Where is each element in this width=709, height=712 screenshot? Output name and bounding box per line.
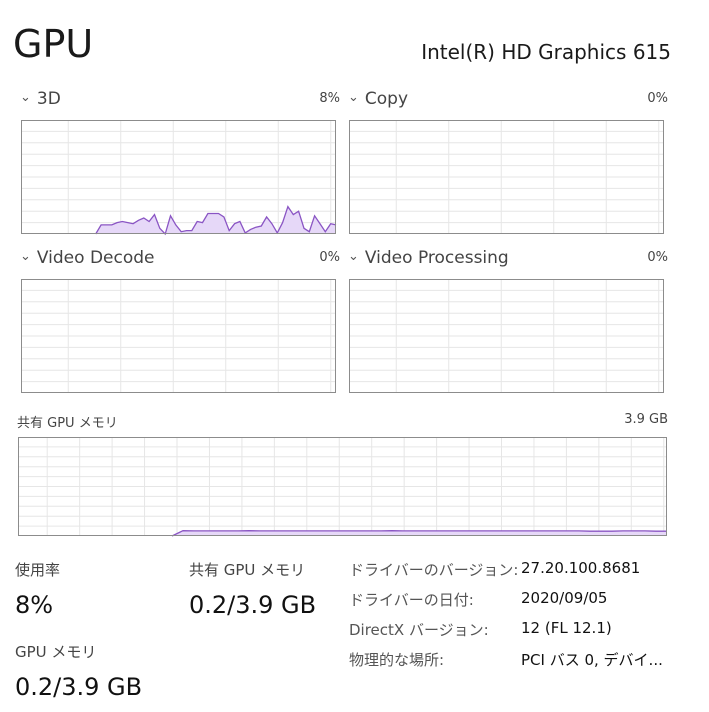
utilization-value: 8%: [15, 591, 54, 619]
driver-date-label: ドライバーの日付:: [349, 591, 474, 609]
graph-3d-selector[interactable]: ⌄ 3D: [20, 89, 61, 109]
gpu-memory-label: GPU メモリ: [15, 643, 97, 661]
adapter-name: Intel(R) HD Graphics 615: [421, 40, 671, 64]
graph-video-decode-selector[interactable]: ⌄ Video Decode: [20, 248, 155, 268]
directx-version-label: DirectX バージョン:: [349, 621, 489, 639]
usage-area: [95, 206, 336, 234]
chevron-down-icon: ⌄: [348, 249, 359, 264]
graph-border: [18, 437, 667, 536]
shared-memory-value: 0.2/3.9 GB: [189, 591, 317, 619]
physical-location-value: PCI バス 0, デバイ...: [521, 651, 663, 669]
usage-line: [171, 530, 667, 537]
chevron-down-icon: ⌄: [20, 249, 31, 264]
chevron-down-icon: ⌄: [348, 90, 359, 105]
graph-video-processing-value: 0%: [647, 250, 668, 265]
graph-video-decode-label: Video Decode: [36, 248, 155, 268]
shared-memory-graph-label: 共有 GPU メモリ: [17, 416, 118, 431]
graph-video-processing-selector[interactable]: ⌄ Video Processing: [348, 248, 509, 268]
driver-version-value: 27.20.100.8681: [521, 559, 641, 577]
shared-memory-label: 共有 GPU メモリ: [189, 561, 306, 579]
utilization-label: 使用率: [15, 561, 61, 579]
graph-video-decode-value: 0%: [319, 250, 340, 265]
graph-3d: [21, 120, 337, 236]
graph-copy-selector[interactable]: ⌄ Copy: [348, 89, 408, 109]
graph-3d-label: 3D: [36, 89, 61, 109]
graph-video-decode: [21, 279, 336, 393]
graph-copy-value: 0%: [647, 91, 668, 106]
gpu-memory-value: 0.2/3.9 GB: [15, 673, 143, 701]
graph-video-processing: [349, 279, 664, 393]
graph-copy: [349, 120, 664, 234]
usage-area: [172, 530, 667, 536]
graph-border: [349, 279, 664, 393]
physical-location-label: 物理的な場所:: [349, 651, 445, 669]
shared-memory-graph: [18, 437, 667, 537]
chevron-down-icon: ⌄: [20, 90, 31, 105]
graph-border: [21, 120, 336, 234]
graph-3d-value: 8%: [319, 91, 340, 106]
graph-copy-label: Copy: [364, 89, 409, 109]
usage-line: [95, 205, 337, 236]
directx-version-value: 12 (FL 12.1): [521, 619, 612, 637]
graph-video-processing-label: Video Processing: [364, 248, 509, 268]
driver-version-label: ドライバーのバージョン:: [349, 561, 519, 579]
page-title: GPU: [13, 22, 94, 66]
driver-date-value: 2020/09/05: [521, 589, 608, 607]
graph-border: [21, 279, 336, 393]
graph-border: [349, 120, 664, 234]
shared-memory-graph-max: 3.9 GB: [624, 412, 668, 427]
